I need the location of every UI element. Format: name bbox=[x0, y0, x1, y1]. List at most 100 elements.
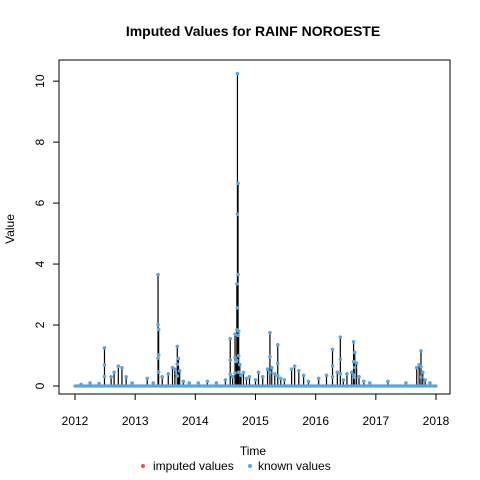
known-value-point bbox=[282, 378, 287, 382]
x-tick-label: 2013 bbox=[122, 414, 149, 428]
known-value-point bbox=[414, 365, 419, 370]
known-value-point bbox=[345, 372, 349, 376]
known-value-point bbox=[196, 381, 201, 385]
y-tick-label: 8 bbox=[33, 138, 47, 145]
x-axis-label: Time bbox=[240, 444, 267, 458]
known-value-point bbox=[156, 323, 160, 327]
known-value-point bbox=[368, 381, 372, 385]
known-value-point bbox=[253, 378, 258, 382]
known-value-point bbox=[275, 343, 280, 347]
known-value-point bbox=[236, 272, 240, 277]
known-value-point bbox=[160, 375, 165, 379]
known-value-point bbox=[338, 372, 343, 376]
known-value-point bbox=[241, 370, 246, 375]
x-tick-label: 2012 bbox=[62, 414, 89, 428]
known-value-point bbox=[420, 370, 425, 375]
known-value-point bbox=[176, 356, 181, 361]
known-value-point bbox=[386, 379, 390, 384]
x-tick-label: 2017 bbox=[362, 414, 389, 428]
known-value-point bbox=[97, 381, 101, 386]
known-value-point bbox=[256, 370, 261, 375]
known-value-point bbox=[275, 361, 280, 366]
known-value-point bbox=[265, 367, 270, 372]
known-value-point bbox=[268, 330, 272, 335]
known-value-point bbox=[236, 354, 241, 358]
known-value-point bbox=[102, 346, 107, 350]
known-value-point bbox=[272, 372, 277, 376]
known-value-point bbox=[112, 370, 116, 375]
known-value-point bbox=[233, 371, 237, 375]
x-tick-label: 2014 bbox=[182, 414, 209, 428]
known-value-point bbox=[235, 358, 239, 363]
known-value-point bbox=[187, 381, 192, 385]
known-value-point bbox=[177, 368, 182, 373]
y-axis-label: Value bbox=[3, 214, 17, 244]
known-value-point bbox=[156, 272, 160, 277]
known-value-point bbox=[362, 379, 366, 384]
known-value-point bbox=[109, 375, 113, 379]
known-value-point bbox=[228, 336, 233, 341]
known-value-point bbox=[338, 335, 343, 340]
known-value-point bbox=[228, 358, 233, 362]
known-value-point bbox=[233, 332, 237, 336]
known-value-point bbox=[102, 374, 107, 379]
known-value-point bbox=[278, 376, 283, 381]
known-value-point bbox=[352, 350, 357, 355]
known-value-point bbox=[120, 365, 124, 370]
known-value-point bbox=[156, 327, 161, 332]
known-value-point bbox=[335, 370, 340, 375]
known-value-point bbox=[330, 364, 335, 368]
known-value-point bbox=[324, 373, 329, 378]
known-value-point bbox=[330, 375, 335, 379]
known-value-point bbox=[292, 364, 297, 368]
plot-area-border bbox=[58, 59, 451, 395]
legend-label-known: known values bbox=[258, 459, 331, 473]
known-value-point bbox=[156, 370, 161, 374]
series-layer bbox=[73, 71, 438, 388]
known-value-point bbox=[297, 368, 301, 373]
y-tick-label: 4 bbox=[33, 260, 47, 267]
known-value-point bbox=[306, 379, 311, 384]
known-value-point bbox=[88, 381, 92, 385]
known-value-point bbox=[233, 355, 237, 360]
known-value-point bbox=[116, 364, 121, 368]
known-value-point bbox=[166, 372, 171, 376]
y-tick-label: 10 bbox=[33, 74, 47, 88]
known-value-point bbox=[351, 359, 356, 364]
known-value-point bbox=[102, 363, 107, 367]
known-value-point bbox=[236, 370, 241, 375]
known-value-point bbox=[205, 379, 210, 384]
known-value-point bbox=[235, 71, 240, 76]
known-value-point bbox=[236, 333, 240, 338]
known-value-point bbox=[236, 329, 241, 333]
y-tick-label: 2 bbox=[33, 321, 47, 328]
known-value-point bbox=[404, 381, 408, 385]
x-tick-label: 2016 bbox=[302, 414, 329, 428]
known-value-point bbox=[145, 376, 149, 381]
known-value-point bbox=[316, 376, 321, 381]
known-value-point bbox=[349, 370, 354, 375]
known-value-point bbox=[357, 375, 361, 379]
known-value-point bbox=[244, 376, 249, 381]
known-value-point bbox=[419, 349, 423, 353]
known-value-point bbox=[434, 384, 438, 388]
known-value-point bbox=[341, 378, 346, 382]
known-value-point bbox=[173, 367, 177, 372]
known-value-point bbox=[419, 364, 423, 369]
known-value-point bbox=[130, 381, 134, 385]
known-value-point bbox=[236, 181, 240, 186]
known-value-point bbox=[235, 212, 240, 216]
known-value-point bbox=[228, 372, 233, 376]
x-tick-label: 2018 bbox=[423, 414, 450, 428]
legend-marker-imputed bbox=[141, 464, 145, 468]
known-value-point bbox=[239, 373, 243, 378]
known-value-point bbox=[175, 374, 180, 378]
known-value-point bbox=[247, 375, 252, 379]
known-value-point bbox=[214, 381, 219, 385]
legend-label-imputed: imputed values bbox=[153, 459, 234, 473]
known-value-point bbox=[181, 379, 186, 384]
known-value-point bbox=[289, 367, 294, 372]
y-tick-label: 6 bbox=[33, 199, 47, 206]
known-value-point bbox=[79, 382, 83, 387]
